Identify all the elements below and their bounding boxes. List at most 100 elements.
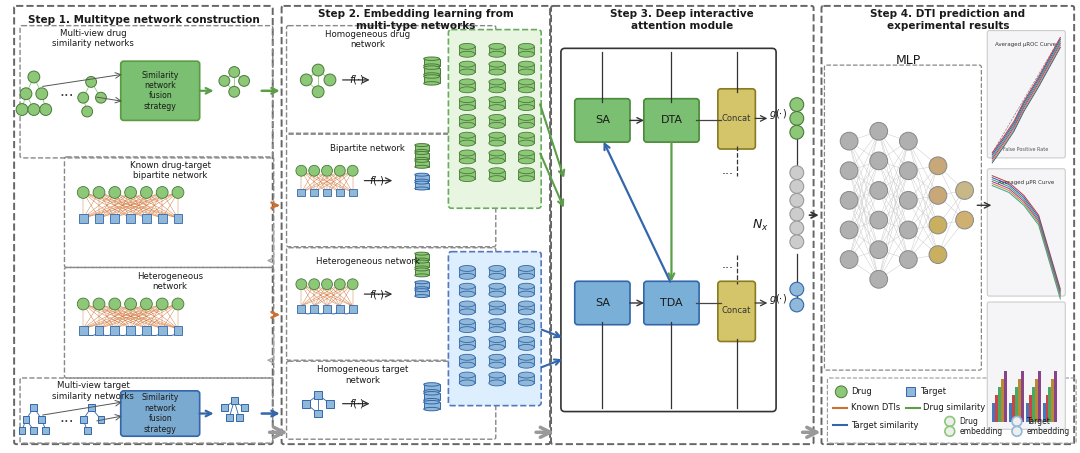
Text: Averaged μPR Curve: Averaged μPR Curve xyxy=(998,180,1054,185)
Circle shape xyxy=(28,104,40,116)
Ellipse shape xyxy=(423,73,440,76)
Ellipse shape xyxy=(518,61,535,67)
Text: Step 1. Multitype network construction: Step 1. Multitype network construction xyxy=(28,15,259,25)
Circle shape xyxy=(229,67,240,77)
Bar xyxy=(323,188,330,197)
Bar xyxy=(998,387,1001,422)
Bar xyxy=(423,59,440,66)
Text: Target
embedding: Target embedding xyxy=(1027,417,1070,436)
Text: $f(\cdot)$: $f(\cdot)$ xyxy=(349,73,365,87)
Ellipse shape xyxy=(518,69,535,75)
Circle shape xyxy=(296,279,307,289)
Ellipse shape xyxy=(415,289,429,292)
Bar xyxy=(1015,387,1017,422)
Bar xyxy=(459,100,475,107)
Bar xyxy=(423,77,440,83)
FancyBboxPatch shape xyxy=(448,29,541,208)
Bar xyxy=(906,387,915,396)
Circle shape xyxy=(300,74,312,86)
Ellipse shape xyxy=(489,327,504,333)
Circle shape xyxy=(16,104,28,116)
Ellipse shape xyxy=(459,301,475,307)
Circle shape xyxy=(172,298,184,310)
Circle shape xyxy=(348,279,359,289)
Bar xyxy=(415,161,429,167)
Bar xyxy=(518,153,535,161)
Ellipse shape xyxy=(489,291,504,297)
Circle shape xyxy=(93,187,105,198)
Circle shape xyxy=(309,165,320,176)
Text: Heterogeneous network: Heterogeneous network xyxy=(315,257,419,266)
Ellipse shape xyxy=(518,354,535,360)
Ellipse shape xyxy=(518,176,535,182)
Bar xyxy=(518,46,535,54)
Bar xyxy=(459,286,475,294)
Bar xyxy=(518,304,535,312)
Ellipse shape xyxy=(459,319,475,325)
Text: Multi-view target
similarity networks: Multi-view target similarity networks xyxy=(52,381,134,400)
Ellipse shape xyxy=(489,344,504,350)
Ellipse shape xyxy=(518,150,535,156)
Ellipse shape xyxy=(423,407,440,411)
Bar xyxy=(489,286,504,294)
Circle shape xyxy=(140,298,152,310)
Bar xyxy=(158,326,166,335)
Bar xyxy=(423,402,440,409)
Ellipse shape xyxy=(459,51,475,57)
Ellipse shape xyxy=(423,399,440,402)
Circle shape xyxy=(789,98,804,111)
Circle shape xyxy=(335,279,346,289)
Bar xyxy=(221,404,228,411)
Ellipse shape xyxy=(489,362,504,368)
Ellipse shape xyxy=(518,319,535,325)
FancyBboxPatch shape xyxy=(718,281,755,342)
Bar xyxy=(1052,379,1054,422)
Ellipse shape xyxy=(489,380,504,386)
Bar xyxy=(459,153,475,161)
Ellipse shape xyxy=(459,327,475,333)
Bar xyxy=(489,153,504,161)
FancyBboxPatch shape xyxy=(575,281,630,325)
Bar xyxy=(38,416,45,423)
Circle shape xyxy=(929,157,947,175)
Bar xyxy=(141,214,151,222)
Ellipse shape xyxy=(423,64,440,67)
Bar xyxy=(459,64,475,72)
Text: MLP: MLP xyxy=(895,54,921,67)
Circle shape xyxy=(869,270,888,288)
Bar xyxy=(518,64,535,72)
Bar xyxy=(459,46,475,54)
Ellipse shape xyxy=(459,291,475,297)
Ellipse shape xyxy=(459,344,475,350)
Circle shape xyxy=(239,76,249,87)
Circle shape xyxy=(956,182,973,199)
Ellipse shape xyxy=(518,372,535,378)
Text: $N_x$: $N_x$ xyxy=(752,217,769,232)
Circle shape xyxy=(109,298,121,310)
Circle shape xyxy=(840,192,858,209)
Bar xyxy=(326,400,334,408)
Bar xyxy=(336,188,343,197)
Ellipse shape xyxy=(518,283,535,289)
Ellipse shape xyxy=(489,69,504,75)
Ellipse shape xyxy=(489,354,504,360)
Ellipse shape xyxy=(423,383,440,386)
Circle shape xyxy=(956,211,973,229)
Circle shape xyxy=(789,180,804,193)
Ellipse shape xyxy=(489,301,504,307)
Bar xyxy=(489,64,504,72)
Text: Known drug-target
bipartite network: Known drug-target bipartite network xyxy=(130,161,211,180)
Circle shape xyxy=(789,207,804,221)
Circle shape xyxy=(78,187,90,198)
Ellipse shape xyxy=(459,140,475,146)
Circle shape xyxy=(28,71,40,83)
Ellipse shape xyxy=(459,158,475,164)
FancyBboxPatch shape xyxy=(987,302,1065,429)
Ellipse shape xyxy=(459,354,475,360)
Ellipse shape xyxy=(415,268,429,271)
Bar xyxy=(518,117,535,125)
Circle shape xyxy=(140,187,152,198)
Text: Drug
embedding: Drug embedding xyxy=(960,417,1003,436)
Bar xyxy=(459,339,475,347)
Ellipse shape xyxy=(459,380,475,386)
